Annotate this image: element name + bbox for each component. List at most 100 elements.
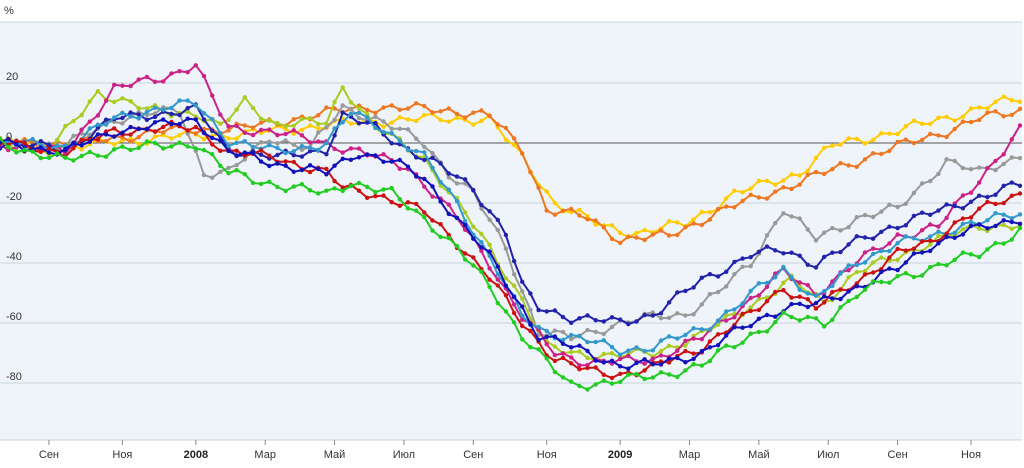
data-point <box>968 215 974 220</box>
data-point <box>324 172 329 177</box>
data-point <box>324 166 329 172</box>
data-point <box>699 327 704 332</box>
data-point <box>201 73 207 79</box>
data-point <box>169 136 174 141</box>
data-point <box>340 150 345 155</box>
data-point <box>283 159 288 164</box>
data-point <box>560 355 566 361</box>
data-point <box>38 149 43 155</box>
data-point <box>356 121 362 126</box>
data-point <box>422 150 427 155</box>
data-point <box>136 77 141 82</box>
data-point <box>340 156 345 161</box>
data-point <box>658 228 664 233</box>
data-point <box>618 371 623 376</box>
data-point <box>430 165 435 170</box>
data-point <box>495 301 500 306</box>
data-point <box>699 363 704 368</box>
data-point <box>185 98 190 103</box>
data-point <box>87 126 93 131</box>
data-point <box>732 272 737 277</box>
data-point <box>136 112 141 117</box>
data-point <box>675 232 680 238</box>
data-point <box>944 202 949 207</box>
data-point <box>862 250 868 255</box>
data-point <box>389 141 394 146</box>
data-point <box>993 167 998 173</box>
data-point <box>756 293 762 298</box>
data-point <box>601 351 606 357</box>
data-point <box>454 243 460 249</box>
data-point <box>446 175 451 180</box>
data-point <box>854 136 859 142</box>
data-point <box>993 223 998 229</box>
data-point <box>748 288 753 294</box>
data-point <box>177 133 182 138</box>
data-point <box>813 155 819 161</box>
data-point <box>503 283 509 288</box>
data-point <box>618 356 623 362</box>
data-point <box>699 337 704 342</box>
data-point <box>789 214 794 219</box>
data-point <box>63 143 68 148</box>
data-point <box>0 146 3 151</box>
data-point <box>715 322 721 327</box>
data-point <box>438 109 443 114</box>
data-point <box>699 302 704 307</box>
data-point <box>152 134 158 139</box>
data-point <box>773 189 778 194</box>
data-point <box>773 320 778 325</box>
data-point <box>887 241 892 246</box>
data-point <box>332 146 337 152</box>
data-point <box>177 140 182 145</box>
data-point <box>968 106 974 111</box>
data-point <box>1001 161 1006 167</box>
data-point <box>177 112 182 118</box>
data-point <box>520 313 525 318</box>
data-point <box>71 146 76 151</box>
data-point <box>422 176 427 182</box>
data-point <box>993 99 998 105</box>
x-tick-label: Май <box>324 449 346 461</box>
series-group <box>0 63 1023 392</box>
data-point <box>781 185 786 190</box>
data-point <box>683 332 688 338</box>
data-point <box>201 111 207 116</box>
data-point <box>120 96 125 101</box>
data-point <box>764 299 770 304</box>
data-point <box>389 185 394 191</box>
data-point <box>389 120 394 125</box>
data-point <box>152 129 158 134</box>
data-point <box>577 343 582 348</box>
data-point <box>414 174 419 179</box>
data-point <box>250 180 256 186</box>
y-tick-label: 0 <box>6 131 12 143</box>
data-point <box>748 308 753 314</box>
data-point <box>919 228 925 233</box>
data-point <box>569 332 574 338</box>
data-point <box>569 355 574 360</box>
data-point <box>275 132 280 138</box>
data-point <box>161 146 166 151</box>
data-point <box>650 362 655 367</box>
data-point <box>691 326 696 331</box>
data-point <box>71 118 76 124</box>
data-point <box>430 155 435 160</box>
data-point <box>103 139 109 144</box>
data-point <box>397 107 402 112</box>
data-point <box>724 313 729 318</box>
data-point <box>732 205 737 210</box>
data-point <box>446 187 451 192</box>
data-point <box>683 348 688 354</box>
data-point <box>903 248 908 253</box>
data-point <box>234 123 239 129</box>
data-point <box>968 190 974 195</box>
data-point <box>993 240 998 246</box>
data-point <box>275 145 280 151</box>
data-point <box>144 117 150 123</box>
data-point <box>226 128 231 133</box>
data-point <box>536 185 541 190</box>
data-point <box>438 161 443 166</box>
data-point <box>356 155 362 160</box>
data-point <box>487 249 492 254</box>
